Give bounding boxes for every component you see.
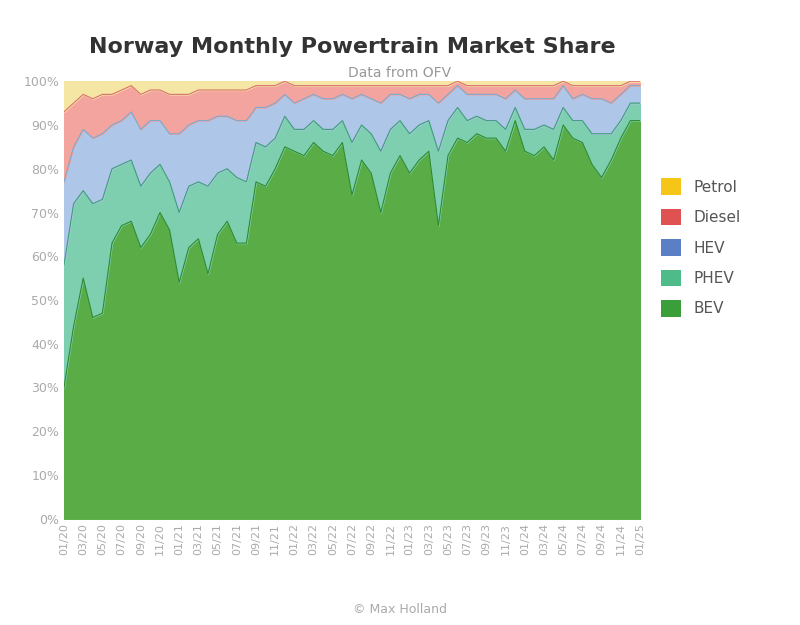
Legend: Petrol, Diesel, HEV, PHEV, BEV: Petrol, Diesel, HEV, PHEV, BEV	[654, 171, 748, 324]
Text: © Max Holland: © Max Holland	[353, 602, 447, 616]
Text: Data from OFV: Data from OFV	[349, 66, 451, 79]
Title: Norway Monthly Powertrain Market Share: Norway Monthly Powertrain Market Share	[89, 38, 615, 58]
